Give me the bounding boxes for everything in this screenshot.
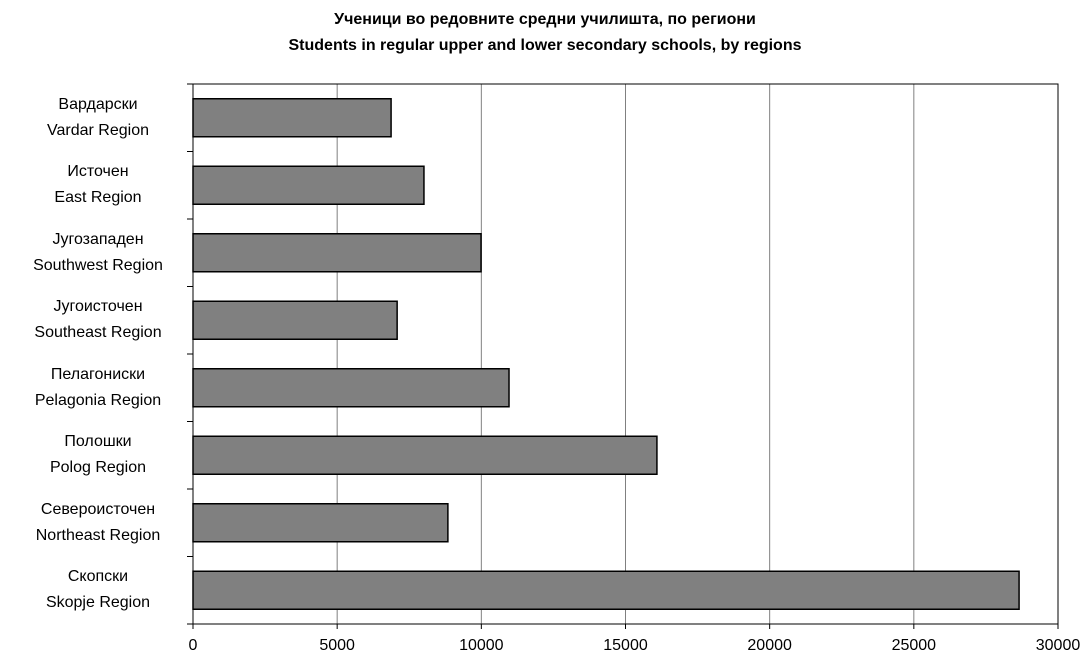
chart-title: Ученици во редовните средни училишта, по… (334, 11, 756, 28)
y-tick-label: Вардарски Vardar Region (47, 95, 149, 139)
x-tick-label: 20000 (747, 637, 792, 654)
x-tick-label: 15000 (603, 637, 648, 654)
bar (192, 368, 510, 408)
y-tick-label: Североисточен Northeast Region (35, 500, 161, 544)
y-tick-label: Пелагониски Pelagonia Region (34, 365, 162, 409)
bar (192, 570, 1020, 610)
y-tick-label: Југоисточен Southeast Region (34, 298, 162, 342)
x-tick-label: 10000 (459, 637, 504, 654)
x-tick-label: 0 (189, 637, 198, 654)
bar (192, 233, 482, 273)
y-tick-label: Југозападен Southwest Region (33, 230, 163, 274)
bar (192, 435, 658, 475)
y-tick-label: Полошки Polog Region (49, 433, 147, 477)
bar (192, 300, 398, 340)
y-tick-label: Скопски Skopje Region (45, 568, 151, 612)
x-tick-label: 30000 (1036, 637, 1081, 654)
chart-subtitle: Students in regular upper and lower seco… (289, 37, 802, 54)
bar (192, 503, 449, 543)
bar (192, 98, 392, 138)
x-tick-label: 5000 (319, 637, 355, 654)
x-tick-label: 25000 (892, 637, 937, 654)
bar (192, 165, 425, 205)
y-tick-label: Источен East Region (54, 163, 142, 207)
